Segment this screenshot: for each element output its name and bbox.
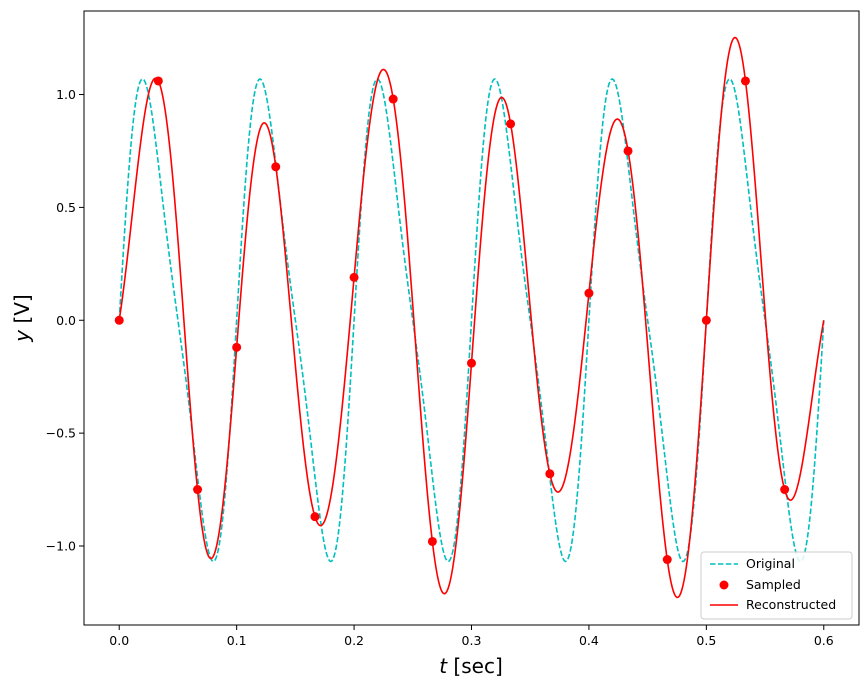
sampled-point (193, 485, 203, 495)
plot-area (114, 36, 825, 599)
legend: Original Sampled Reconstructed (700, 551, 853, 620)
x-tick-label: 0.2 (344, 633, 364, 648)
y-tick-label: −0.5 (46, 426, 76, 441)
sampled-point (310, 512, 320, 522)
sampled-point (780, 485, 790, 495)
x-tick-label: 0.0 (109, 633, 129, 648)
legend-reconstructed-label: Reconstructed (746, 597, 836, 612)
sampled-point (623, 146, 633, 156)
sampled-point (701, 315, 711, 325)
x-axis-label-unit: [sec] (447, 654, 503, 678)
legend-original-label: Original (746, 556, 795, 571)
sampled-point (740, 76, 750, 86)
sampled-point (232, 342, 242, 352)
legend-box (700, 551, 853, 620)
x-tick-label: 0.3 (462, 633, 482, 648)
sampled-point (349, 272, 359, 282)
x-axis-label-var: t (439, 654, 448, 678)
sampled-point (427, 536, 437, 546)
sampled-point (506, 119, 516, 129)
x-tick-label: 0.5 (696, 633, 716, 648)
y-axis-label-unit: [V] (10, 294, 34, 330)
y-axis-label: y [V] (10, 294, 34, 343)
x-tick-label: 0.4 (579, 633, 599, 648)
x-tick-label: 0.6 (814, 633, 834, 648)
legend-sampled-label: Sampled (746, 577, 801, 592)
x-axis-label: t [sec] (439, 654, 503, 678)
series-original-line (118, 78, 825, 563)
x-tick-label: 0.1 (227, 633, 247, 648)
y-tick-label: −1.0 (46, 538, 76, 553)
y-tick-label: 0.5 (56, 200, 76, 215)
sampled-point (545, 469, 555, 479)
axis-ticks: 0.0 0.1 0.2 0.3 0.4 0.5 0.6 −1.0 −0.5 0.0 0.5 1.0 (46, 87, 834, 648)
y-tick-label: 0.0 (56, 313, 76, 328)
legend-sampled-swatch (719, 580, 729, 590)
sampled-point (388, 94, 398, 104)
sampled-point (271, 162, 281, 172)
sampled-point (584, 288, 594, 298)
sampled-point (467, 358, 476, 368)
sampled-point (114, 315, 124, 325)
sampled-point (153, 76, 163, 86)
sampled-point (662, 555, 672, 565)
y-axis-label-var: y (10, 329, 34, 343)
y-tick-label: 1.0 (56, 87, 76, 102)
